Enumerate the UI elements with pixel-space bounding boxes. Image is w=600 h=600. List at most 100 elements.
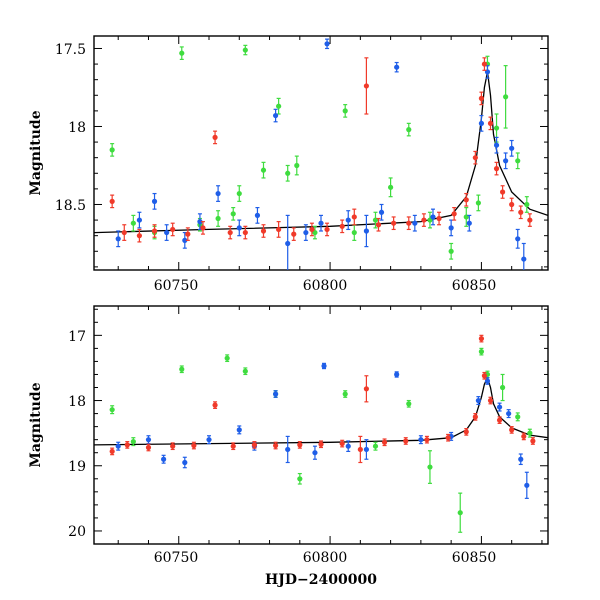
data-point <box>363 228 369 234</box>
data-point <box>493 125 500 131</box>
data-point <box>151 228 158 234</box>
top-y-tick-label: 18.5 <box>55 198 86 214</box>
data-point <box>418 437 424 443</box>
bottom-x-tick-label: 60850 <box>452 550 497 566</box>
top-x-tick-label: 60750 <box>154 278 199 294</box>
data-point <box>424 437 430 443</box>
bottom-y-tick-label: 20 <box>68 524 86 540</box>
data-point <box>436 215 442 222</box>
data-point <box>191 442 197 449</box>
data-point <box>487 397 494 404</box>
data-point <box>515 414 521 420</box>
data-point <box>318 441 324 447</box>
data-point <box>503 158 509 164</box>
data-point <box>206 437 212 443</box>
data-point <box>242 368 248 374</box>
data-point <box>448 248 454 254</box>
data-point <box>164 229 170 236</box>
data-point <box>478 120 485 126</box>
data-point <box>487 120 494 126</box>
data-point <box>151 198 158 204</box>
bottom-y-axis-label: Magnitude <box>28 382 44 467</box>
top-x-tick-label: 60850 <box>452 278 497 294</box>
data-point <box>478 95 485 101</box>
data-point <box>381 439 388 445</box>
data-point <box>236 190 242 197</box>
data-point <box>212 402 218 408</box>
bottom-ticks <box>94 306 548 545</box>
data-point <box>170 226 176 233</box>
data-point <box>481 373 488 379</box>
data-point <box>124 442 130 448</box>
data-point <box>524 201 530 208</box>
data-point <box>260 228 267 234</box>
data-point <box>297 442 303 448</box>
data-point <box>406 220 412 226</box>
data-point <box>466 220 472 226</box>
data-point <box>200 225 206 231</box>
data-point <box>427 464 433 470</box>
data-point <box>254 212 261 218</box>
data-point <box>145 444 152 451</box>
bottom-plot-frame <box>93 305 549 545</box>
data-point <box>500 189 506 195</box>
data-point <box>109 147 115 153</box>
data-point <box>242 229 248 236</box>
data-point <box>170 443 176 449</box>
data-point <box>500 384 506 391</box>
data-point <box>363 446 369 453</box>
data-point <box>430 214 436 220</box>
data-point <box>251 442 258 448</box>
data-point <box>303 229 309 236</box>
data-point <box>318 220 324 226</box>
data-point <box>394 371 400 378</box>
data-point <box>445 435 451 441</box>
data-point <box>496 417 503 423</box>
data-point <box>294 162 300 169</box>
data-point <box>394 64 400 70</box>
model-curve <box>94 375 548 446</box>
data-point <box>503 94 509 100</box>
data-point <box>363 83 369 89</box>
data-point <box>260 167 267 173</box>
data-point <box>161 456 167 462</box>
data-point <box>109 448 115 455</box>
data-point <box>285 170 291 176</box>
data-point <box>227 229 233 236</box>
data-point <box>273 112 279 119</box>
data-point <box>339 223 345 229</box>
data-point <box>463 197 469 203</box>
data-point <box>506 410 512 417</box>
data-point <box>339 440 345 447</box>
data-point <box>509 201 515 208</box>
data-point <box>224 355 230 361</box>
data-point <box>291 231 297 237</box>
data-point <box>145 437 152 443</box>
data-point <box>509 145 515 151</box>
data-point <box>421 217 427 223</box>
data-point <box>312 450 318 456</box>
data-point <box>215 215 221 222</box>
top-data-points <box>94 38 548 270</box>
data-point <box>179 50 185 56</box>
data-point <box>357 446 363 453</box>
top-y-tick-label: 18 <box>68 120 86 136</box>
data-point <box>179 366 185 372</box>
data-point <box>388 184 394 190</box>
data-point <box>130 220 136 226</box>
data-point <box>115 443 121 449</box>
data-point <box>372 443 379 449</box>
data-point <box>518 456 524 462</box>
data-point <box>236 225 242 231</box>
data-point <box>342 108 348 114</box>
bottom-y-tick-label: 18 <box>68 394 86 410</box>
data-point <box>345 443 351 449</box>
data-point <box>351 214 357 220</box>
data-point <box>197 219 203 225</box>
top-ticks <box>94 36 548 270</box>
data-point <box>215 190 221 197</box>
data-point <box>285 446 291 453</box>
data-point <box>457 510 463 516</box>
data-point <box>493 142 500 148</box>
data-point <box>475 397 481 404</box>
